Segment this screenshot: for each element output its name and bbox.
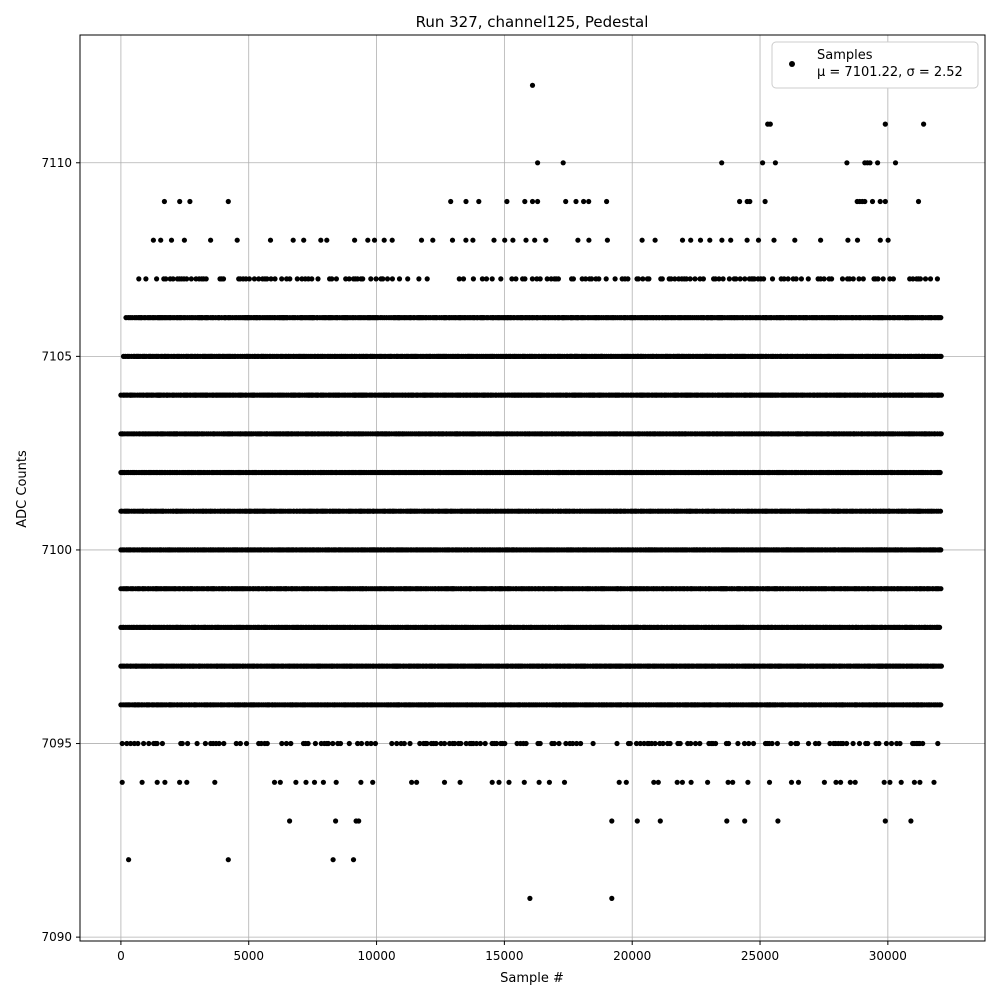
chart-title: Run 327, channel125, Pedestal [416, 13, 649, 31]
sample-point [938, 547, 944, 553]
sample-point [937, 469, 943, 476]
sample-point [937, 508, 944, 514]
sample-points [118, 82, 945, 902]
sample-point [938, 663, 945, 669]
sample-point [938, 392, 945, 398]
sample-point [938, 586, 944, 592]
sample-point [938, 431, 944, 437]
sample-point [938, 702, 944, 708]
sample-point [937, 624, 943, 631]
